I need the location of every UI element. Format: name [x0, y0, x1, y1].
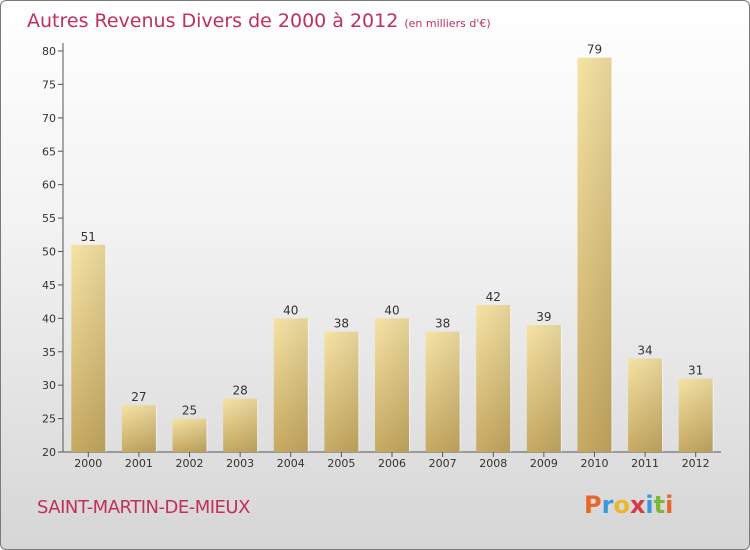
bar-shade	[526, 325, 561, 452]
data-label: 31	[688, 363, 703, 377]
data-label: 40	[384, 303, 399, 317]
bars	[71, 57, 714, 452]
data-label: 25	[182, 404, 197, 418]
bar-shade	[375, 318, 409, 452]
bar-shade	[121, 405, 156, 452]
y-tick-label: 75	[42, 78, 56, 91]
logo-letter: o	[613, 491, 630, 519]
x-tick-label: 2012	[682, 457, 710, 470]
y-tick-label: 50	[42, 246, 56, 259]
chart-title-text: Autres Revenus Divers de 2000 à 2012	[27, 10, 399, 32]
data-label: 34	[637, 343, 652, 357]
data-label: 38	[334, 317, 349, 331]
y-tick-label: 80	[42, 45, 56, 58]
bar-shade	[476, 304, 511, 452]
chart-title: Autres Revenus Divers de 2000 à 2012 (en …	[27, 10, 491, 32]
x-tick-label: 2000	[74, 457, 102, 470]
bar-shade	[425, 331, 460, 452]
y-tick-label: 65	[42, 145, 56, 158]
bar-shade	[678, 378, 713, 452]
logo-letter: P	[584, 491, 602, 519]
x-tick-label: 2006	[378, 457, 406, 470]
logo-letter: i	[665, 491, 674, 519]
x-tick-label: 2009	[530, 457, 558, 470]
bar-shade	[172, 418, 207, 452]
logo-letter: i	[645, 491, 654, 519]
y-tick-label: 70	[42, 112, 56, 125]
bar-shade	[223, 398, 258, 452]
y-tick-label: 25	[42, 413, 56, 426]
x-tick-label: 2002	[176, 457, 204, 470]
commune-name: SAINT-MARTIN-DE-MIEUX	[37, 497, 250, 518]
y-tick-label: 45	[42, 279, 56, 292]
x-tick-label: 2008	[479, 457, 507, 470]
data-label: 38	[435, 317, 450, 331]
chart-unit: (en milliers d'€)	[404, 17, 491, 30]
bar-shade	[628, 358, 663, 452]
y-tick-label: 60	[42, 179, 56, 192]
x-tick-label: 2010	[580, 457, 608, 470]
data-label: 27	[131, 390, 146, 404]
x-tick-label: 2001	[125, 457, 153, 470]
x-tick-label: 2005	[327, 457, 355, 470]
y-tick-label: 35	[42, 346, 56, 359]
data-label: 28	[233, 384, 248, 398]
bar-shade	[324, 331, 359, 452]
labels: 2000 51 2001 27 2002 25 2003 28 2004 40 2005 38 2006…	[74, 43, 709, 470]
bar-shade	[577, 57, 612, 452]
data-label: 51	[81, 230, 96, 244]
x-tick-label: 2003	[226, 457, 254, 470]
logo-letter: x	[629, 491, 646, 519]
data-label: 40	[283, 303, 298, 317]
logo-letter: t	[653, 491, 666, 519]
y-tick-label: 30	[42, 379, 56, 392]
x-tick-label: 2004	[277, 457, 305, 470]
data-label: 42	[486, 290, 501, 304]
data-label: 79	[587, 43, 602, 57]
y-tick-label: 40	[42, 312, 56, 325]
data-label: 39	[536, 310, 551, 324]
bar-shade	[273, 318, 308, 452]
logo-letter: r	[601, 491, 614, 519]
y-tick-label: 20	[42, 446, 56, 459]
proxiti-logo: Proxiti	[584, 491, 673, 519]
x-tick-label: 2011	[631, 457, 659, 470]
x-tick-label: 2007	[429, 457, 457, 470]
y-tick-label: 55	[42, 212, 56, 225]
bar-shade	[71, 244, 106, 452]
